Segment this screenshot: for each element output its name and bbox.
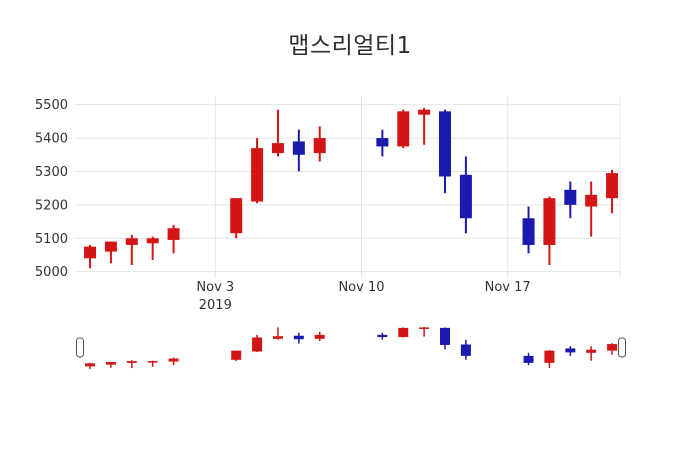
candle-wick <box>276 109 279 157</box>
range-slider-candle <box>147 361 158 363</box>
y-axis-tick-label: 5200 <box>35 198 68 213</box>
range-slider-candle-wick <box>277 327 279 340</box>
candle[interactable] <box>84 246 97 259</box>
candle[interactable] <box>167 228 180 240</box>
x-axis-tick-label: Nov 3 <box>196 280 234 295</box>
range-slider-candle <box>523 355 534 363</box>
range-slider-candle <box>272 336 283 339</box>
range-slider-candle <box>398 327 409 338</box>
range-slider-candle <box>586 349 597 353</box>
candle[interactable] <box>104 241 117 252</box>
range-slider-candle-wick <box>131 360 133 369</box>
candle[interactable] <box>230 198 243 234</box>
candle[interactable] <box>292 141 305 155</box>
range-slider-candle <box>126 361 137 363</box>
range-slider-candle <box>440 327 451 345</box>
range-slider-candle-wick <box>110 362 112 368</box>
candle[interactable] <box>418 109 431 115</box>
candle-wick <box>109 241 112 264</box>
range-slider-candle <box>565 348 576 353</box>
range-slider-track[interactable] <box>75 323 620 373</box>
y-axis-tick-label: 5300 <box>35 165 68 180</box>
candle[interactable] <box>585 194 598 207</box>
y-axis-tick-label: 5000 <box>35 265 68 280</box>
candle[interactable] <box>146 238 159 244</box>
range-slider-candle-wick <box>423 327 425 337</box>
x-axis-tick-label: Nov 17 <box>485 280 531 295</box>
candle[interactable] <box>606 173 619 199</box>
candle-wick <box>590 181 593 237</box>
range-slider-left-handle[interactable] <box>76 337 84 358</box>
x-axis-tick-year-label: 2019 <box>199 298 232 313</box>
candle[interactable] <box>459 174 472 219</box>
chart-title: 맵스리얼티1 <box>288 33 412 59</box>
candle[interactable] <box>543 198 556 245</box>
y-axis-tick-label: 5400 <box>35 132 68 147</box>
candle-wick <box>423 108 426 145</box>
range-slider-candle <box>419 327 430 329</box>
range-slider-candle <box>105 362 116 365</box>
candle[interactable] <box>125 238 138 245</box>
candle[interactable] <box>397 111 410 147</box>
range-slider-candle <box>607 344 618 351</box>
range-slider-candle-wick <box>590 346 592 361</box>
candle[interactable] <box>271 143 284 154</box>
y-axis-tick-label: 5500 <box>35 98 68 113</box>
candle[interactable] <box>376 138 389 147</box>
range-slider-candle <box>231 350 242 360</box>
candle-wick <box>151 236 154 260</box>
range-slider-candle <box>314 334 325 339</box>
candle[interactable] <box>522 218 535 245</box>
range-slider-candle <box>85 363 96 367</box>
range-slider-right-handle[interactable] <box>618 337 626 358</box>
candle[interactable] <box>439 111 452 177</box>
candle[interactable] <box>564 189 577 205</box>
range-slider-candle <box>460 344 471 356</box>
range-slider-candle <box>168 358 179 362</box>
range-slider-candle <box>293 335 304 340</box>
y-axis-tick-label: 5100 <box>35 232 68 247</box>
candle[interactable] <box>251 148 264 202</box>
range-slider-candle <box>252 337 263 352</box>
x-axis-tick-label: Nov 10 <box>338 280 384 295</box>
plot-area[interactable] <box>75 95 620 278</box>
range-slider-candle <box>544 350 555 363</box>
range-slider-candle <box>377 334 388 338</box>
range-slider-candle-wick <box>151 360 154 367</box>
candle-wick <box>130 234 133 265</box>
candle[interactable] <box>313 138 326 154</box>
